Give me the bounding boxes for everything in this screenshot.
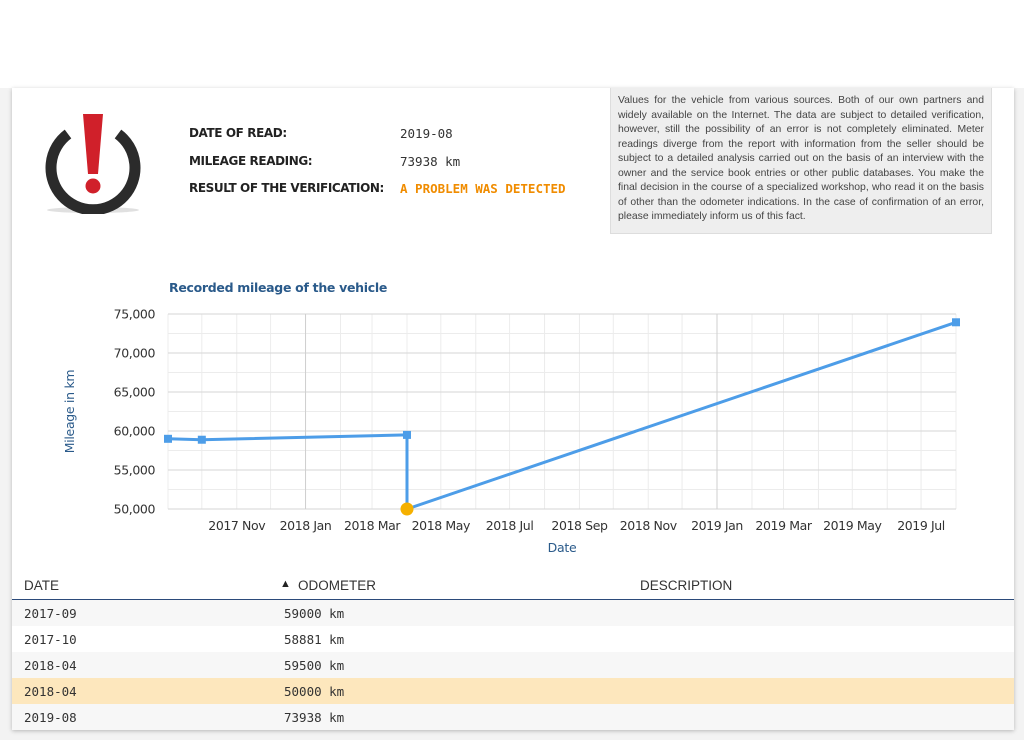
column-header-odometer[interactable]: ODOMETER (298, 578, 377, 593)
verification-result-value: A PROBLEM WAS DETECTED (400, 181, 566, 196)
table-header: DATE ▲ ODOMETER DESCRIPTION (12, 572, 1014, 601)
mileage-reading-value: 73938 km (400, 154, 461, 169)
date-of-read-value: 2019-08 (400, 126, 453, 141)
x-tick-label: 2018 May (412, 518, 471, 533)
page-gutter-left (0, 88, 12, 740)
y-tick-label: 70,000 (114, 346, 156, 361)
y-axis-title: Mileage in km (62, 370, 77, 454)
y-tick-label: 75,000 (114, 307, 156, 322)
x-tick-label: 2018 Nov (620, 518, 678, 533)
anomaly-point (400, 502, 414, 516)
warning-exclamation-icon (45, 114, 141, 214)
disclaimer-notice: Values for the vehicle from various sour… (610, 88, 992, 234)
row-odometer: 58881 km (284, 632, 345, 647)
row-odometer: 50000 km (284, 684, 345, 699)
x-tick-label: 2018 Jan (280, 518, 332, 533)
x-tick-label: 2018 Jul (486, 518, 534, 533)
y-tick-label: 60,000 (114, 424, 156, 439)
row-odometer: 59000 km (284, 606, 345, 621)
verification-result-label: RESULT OF THE VERIFICATION: (189, 181, 384, 195)
table-row[interactable]: 2017-10 58881 km (12, 626, 1014, 652)
sort-up-icon[interactable]: ▲ (280, 578, 291, 590)
x-tick-label: 2019 Mar (755, 518, 812, 533)
table-row[interactable]: 2019-08 73938 km (12, 704, 1014, 730)
table-row[interactable]: 2017-09 59000 km (12, 600, 1014, 626)
row-date: 2019-08 (24, 710, 77, 725)
chart-title: Recorded mileage of the vehicle (169, 280, 388, 295)
mileage-chart: 50,000 55,000 60,000 65,000 70,000 75,000 2017… (62, 307, 960, 555)
row-date: 2017-10 (24, 632, 77, 647)
table-row[interactable]: 2018-04 50000 km (12, 678, 1014, 704)
data-point (952, 318, 960, 327)
mileage-reading-label: MILEAGE READING: (189, 154, 313, 168)
date-of-read-label: DATE OF READ: (189, 126, 287, 140)
y-tick-label: 55,000 (114, 463, 156, 478)
data-point (402, 430, 411, 439)
column-header-date[interactable]: DATE (24, 578, 60, 593)
x-tick-label: 2018 Mar (344, 518, 401, 533)
page-gutter-right (1014, 88, 1024, 740)
x-tick-label: 2019 May (823, 518, 882, 533)
data-point (164, 434, 172, 443)
row-odometer: 73938 km (284, 710, 345, 725)
page-gutter-bottom (0, 730, 1024, 740)
x-tick-label: 2017 Nov (208, 518, 266, 533)
row-date: 2018-04 (24, 684, 77, 699)
y-tick-label: 65,000 (114, 385, 156, 400)
x-tick-label: 2019 Jan (691, 518, 743, 533)
data-point (197, 435, 206, 444)
column-header-description[interactable]: DESCRIPTION (640, 578, 733, 593)
x-tick-label: 2019 Jul (897, 518, 945, 533)
row-odometer: 59500 km (284, 658, 345, 673)
row-date: 2017-09 (24, 606, 77, 621)
row-date: 2018-04 (24, 658, 77, 673)
x-axis-title: Date (548, 540, 577, 555)
table-row[interactable]: 2018-04 59500 km (12, 652, 1014, 678)
series-line (167, 320, 957, 511)
x-tick-label: 2018 Sep (551, 518, 608, 533)
y-tick-label: 50,000 (114, 502, 156, 517)
